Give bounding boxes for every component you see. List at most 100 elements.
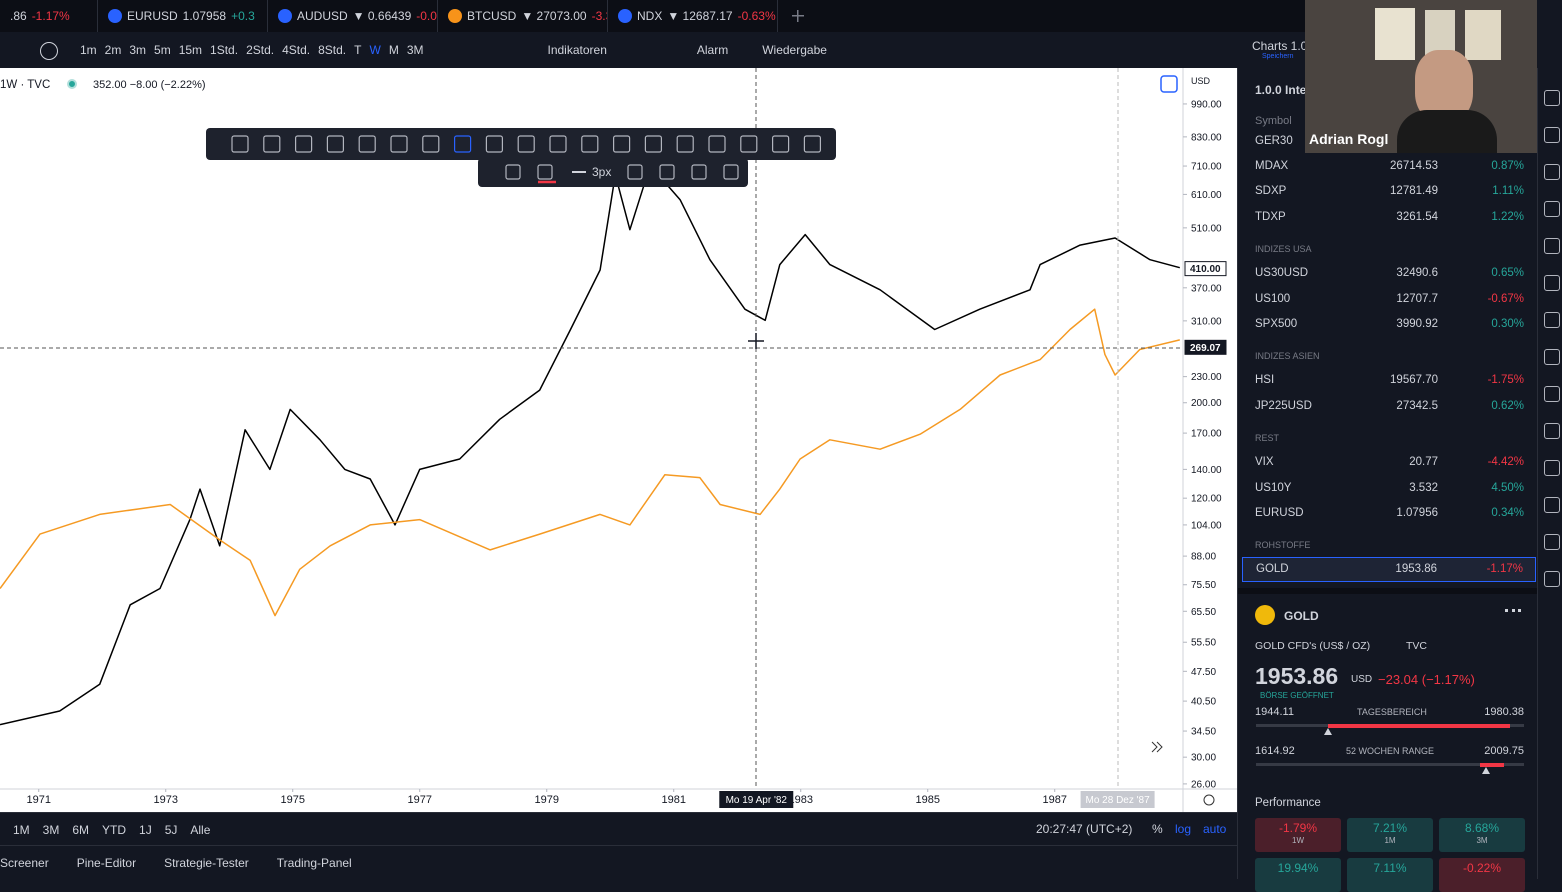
watchlist-row[interactable]: US30USD 32490.6 0.65% [1242,261,1536,286]
performance-cell: 19.94% [1255,858,1341,892]
layout-status: Speichern [1262,53,1294,60]
side-icon[interactable] [1544,90,1560,106]
range-button[interactable]: 3M [42,822,60,837]
streamer-name: Adrian Rogl [1309,131,1389,147]
range-button[interactable]: 6M [72,822,90,837]
side-icon[interactable] [1544,460,1560,476]
settings-icon[interactable] [1203,794,1215,806]
timeframe[interactable]: 3M [406,43,424,57]
row-symbol: TDXP [1255,210,1286,223]
replay-button[interactable]: Wiedergabe [762,43,827,57]
watchlist-row[interactable]: EURUSD 1.07956 0.34% [1242,500,1536,525]
tab[interactable]: AUDUSD ▼ 0.66439 -0.01 [268,0,438,32]
range-button[interactable]: 1J [139,822,152,837]
tab[interactable]: BTCUSD ▼ 27073.00 -3.3 [438,0,608,32]
timeframe[interactable]: 8Std. [318,43,347,57]
row-change: 0.62% [1491,399,1524,412]
drawing-width[interactable]: 3px [592,165,611,179]
timeframe[interactable]: 1m [80,43,97,57]
range-button[interactable]: 5J [164,822,178,837]
side-icon[interactable] [1544,312,1560,328]
timeframe[interactable]: W [369,43,381,57]
timeframe[interactable]: 3m [129,43,147,57]
add-symbol-icon[interactable] [40,42,58,60]
currency[interactable]: USD [1191,76,1211,86]
footer-tab[interactable]: Strategie-Tester [164,856,249,870]
alert-button[interactable]: Alarm [696,43,729,57]
side-icon[interactable] [1544,275,1560,291]
detail-symbol: GOLD [1284,609,1319,623]
side-icon[interactable] [1544,349,1560,365]
watchlist-row[interactable]: SDXP 12781.49 1.11% [1242,179,1536,204]
side-icon[interactable] [1544,164,1560,180]
watchlist-row[interactable]: SPX500 3990.92 0.30% [1242,311,1536,336]
footer-tab[interactable]: Screener [0,856,49,870]
percent-toggle[interactable]: % [1152,822,1163,836]
row-symbol: GOLD [1256,563,1289,576]
y-tick-label: 610.00 [1191,190,1222,201]
watchlist-row[interactable]: US10Y 3.532 4.50% [1242,475,1536,500]
watchlist-row[interactable]: VIX 20.77 -4.42% [1242,450,1536,475]
property-icon [723,164,739,180]
watchlist-row[interactable]: TDXP 3261.54 1.22% [1242,204,1536,229]
tab[interactable]: EURUSD 1.07958 +0.3 [98,0,268,32]
log-toggle[interactable]: log [1175,822,1192,836]
footer-tab[interactable]: Pine-Editor [76,856,137,870]
y-tick-label: 65.50 [1191,607,1216,618]
tab[interactable]: .86 -1.17% [0,0,98,32]
tool-icon [485,135,503,153]
timeframe[interactable]: T [354,43,362,57]
time-label: Mo 19 Apr '82 [726,795,788,806]
range-low: 1614.92 [1255,745,1295,757]
price-label: 410.00 [1190,264,1221,275]
timeframe[interactable]: 2Std. [246,43,275,57]
timeframe[interactable]: M [388,43,399,57]
timeframe[interactable]: 2m [104,43,122,57]
side-icon[interactable] [1544,127,1560,143]
side-icon[interactable] [1544,571,1560,587]
row-symbol: VIX [1255,456,1274,469]
scroll-right[interactable] [1151,741,1163,753]
watchlist-row[interactable]: US100 12707.7 -0.67% [1242,286,1536,311]
watchlist-row[interactable]: GOLD 1953.86 -1.17% [1242,556,1536,582]
tool-icon [708,135,726,153]
drawing-properties [478,158,748,187]
auto-toggle[interactable]: auto [1203,822,1227,836]
tab[interactable]: NDX ▼ 12687.17 -0.63% [608,0,778,32]
performance-cell: 7.11% [1347,858,1433,892]
drawing-toolbar [206,128,836,160]
new-tab[interactable] [792,10,804,22]
side-icon[interactable] [1544,386,1560,402]
side-icon[interactable] [1544,497,1560,513]
watchlist-row[interactable]: HSI 19567.70 -1.75% [1242,368,1536,393]
range-button[interactable]: 1M [13,822,30,837]
poster [1465,10,1501,60]
watchlist-title[interactable]: 1.0.0 Inte [1255,83,1307,97]
tool-icon [612,135,631,153]
layout-name[interactable]: Charts 1.0 [1252,39,1308,53]
auto-scale-icon[interactable] [1160,75,1178,93]
timeframe[interactable]: 5m [154,43,171,57]
timeframe[interactable]: 1Std. [210,43,239,57]
range-button[interactable]: Alle [190,822,211,837]
watchlist-row[interactable]: MDAX 26714.53 0.87% [1242,153,1536,178]
row-last: 27342.5 [1396,399,1438,412]
timeframe[interactable]: 15m [178,43,203,57]
performance-value: -0.22% [1462,861,1502,875]
indicators-button[interactable]: Indikatoren [547,43,607,57]
side-icon[interactable] [1544,201,1560,217]
tab-symbol: NDX [637,9,663,23]
range-label: 52 WOCHEN RANGE [1346,746,1435,756]
footer-tab[interactable]: Trading-Panel [276,856,352,870]
watchlist-row[interactable]: JP225USD 27342.5 0.62% [1242,393,1536,418]
side-icon[interactable] [1544,534,1560,550]
side-icon[interactable] [1544,238,1560,254]
timeframe[interactable]: 4Std. [282,43,311,57]
watchlist-row[interactable]: GER30 [1242,128,1536,153]
range-marker [1324,728,1333,735]
row-change: 4.50% [1491,481,1524,494]
side-icon[interactable] [1544,423,1560,439]
range-button[interactable]: YTD [102,822,127,837]
tab-change: -0.63% [737,9,776,23]
more-icon[interactable] [1505,609,1521,616]
